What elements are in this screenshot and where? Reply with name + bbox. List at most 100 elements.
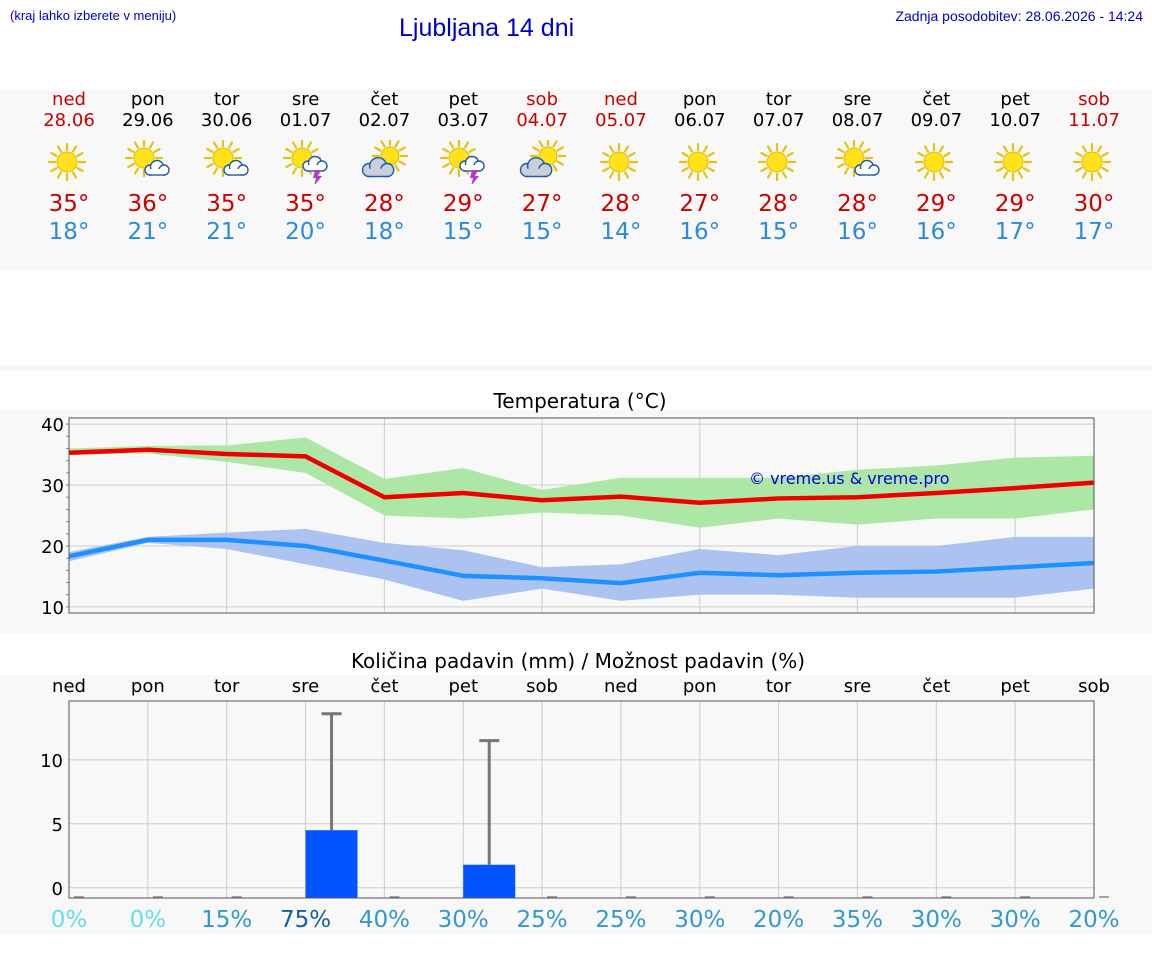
x-category-label: tor bbox=[214, 676, 240, 697]
sun-ray bbox=[212, 141, 218, 149]
sun-ray bbox=[449, 167, 455, 175]
min-temp-line bbox=[68, 537, 1095, 586]
day-name: tor bbox=[213, 89, 240, 110]
lightning-bolt bbox=[470, 170, 480, 184]
sun-ray bbox=[623, 145, 630, 153]
sun-ray bbox=[127, 147, 135, 154]
cloud-shape bbox=[301, 155, 328, 172]
day-column: ned 05.07 28° 14° bbox=[581, 90, 661, 246]
precipitation-probability: 0% bbox=[51, 907, 88, 933]
sun-ray bbox=[398, 160, 407, 166]
sun-ray bbox=[148, 141, 154, 149]
sun-ray bbox=[291, 167, 297, 175]
y-tick-label: 20 bbox=[41, 537, 64, 558]
day-date: 01.07 bbox=[279, 110, 332, 131]
y-tick-label: 10 bbox=[41, 598, 64, 619]
min-temperature: 15° bbox=[442, 219, 484, 245]
x-category-label: sob bbox=[1078, 676, 1110, 697]
sun-ray bbox=[858, 141, 864, 149]
sun-ray bbox=[687, 171, 693, 179]
max-temperature: 27° bbox=[521, 191, 563, 217]
sun-ray bbox=[133, 167, 139, 175]
sun-ray bbox=[394, 140, 400, 148]
sun-ray bbox=[785, 166, 794, 173]
sun-ray bbox=[1081, 171, 1088, 179]
sun-ray bbox=[556, 146, 564, 152]
x-category-label: tor bbox=[766, 676, 792, 697]
sun-shape bbox=[757, 142, 796, 182]
sun-disc bbox=[843, 147, 864, 169]
sun-ray bbox=[442, 147, 450, 154]
day-column: čet 02.07 28° 18° bbox=[344, 90, 424, 246]
sun-ray bbox=[843, 167, 849, 175]
precipitation-chart-title: Količina padavin (mm) / Možnost padavin … bbox=[351, 649, 805, 673]
sun-ray bbox=[702, 171, 708, 179]
precipitation-probability: 25% bbox=[595, 907, 646, 933]
sun-ray bbox=[532, 146, 540, 152]
sun-disc bbox=[1002, 151, 1024, 173]
precipitation-bar bbox=[305, 830, 358, 898]
day-date: 30.06 bbox=[200, 110, 253, 131]
sun-icon bbox=[678, 142, 717, 182]
sun-ray bbox=[56, 171, 63, 179]
day-date: 28.06 bbox=[43, 110, 95, 131]
day-name: pon bbox=[130, 89, 165, 110]
x-category-label: pon bbox=[683, 676, 717, 697]
max-temperature: 35° bbox=[48, 191, 90, 217]
max-temperature: 28° bbox=[758, 191, 800, 217]
plot-frame bbox=[68, 700, 1095, 899]
sun-ray bbox=[608, 145, 615, 153]
sun-ray bbox=[133, 141, 139, 149]
sun-icon bbox=[1072, 142, 1112, 182]
forecast-strip bbox=[0, 90, 1152, 270]
sun-ray bbox=[374, 146, 382, 152]
sun-ray bbox=[71, 171, 78, 179]
x-category-label: pet bbox=[1000, 676, 1030, 697]
temperature-chart-title: Temperatura (°C) bbox=[492, 389, 666, 413]
sun-ray bbox=[552, 164, 558, 172]
sun-ray bbox=[1003, 145, 1009, 153]
day-column: čet 09.07 29° 16° bbox=[896, 90, 976, 246]
sun-cloud-icon bbox=[834, 140, 880, 178]
precipitation-chart: Količina padavin (mm) / Možnost padavin … bbox=[40, 649, 1119, 933]
separator bbox=[0, 365, 1152, 371]
sun-ray bbox=[1101, 151, 1109, 158]
day-name: pon bbox=[682, 89, 717, 110]
sun-ray bbox=[759, 151, 768, 158]
max-temperature: 30° bbox=[1073, 191, 1115, 217]
sun-ray bbox=[1101, 166, 1109, 173]
sun-ray bbox=[71, 145, 78, 153]
max-temperature: 35° bbox=[206, 191, 248, 217]
min-temperature: 21° bbox=[127, 219, 169, 245]
sun-ray bbox=[924, 171, 930, 179]
sun-ray bbox=[939, 145, 945, 153]
sun-ray bbox=[996, 151, 1004, 158]
sun-ray bbox=[602, 151, 610, 158]
sun-ray bbox=[924, 145, 930, 153]
sun-ray bbox=[862, 147, 871, 154]
day-column: sre 08.07 28° 16° bbox=[818, 90, 898, 246]
min-temperature: 17° bbox=[994, 219, 1036, 245]
y-tick-label: 5 bbox=[52, 815, 63, 836]
precipitation-probability: 30% bbox=[911, 907, 962, 933]
y-tick-label: 10 bbox=[40, 751, 63, 772]
sun-ray bbox=[449, 141, 455, 149]
sun-ray bbox=[284, 162, 293, 169]
sun-thunderstorm-icon bbox=[440, 140, 485, 184]
sun-ray bbox=[702, 145, 708, 153]
sun-ray bbox=[917, 166, 926, 173]
y-tick-label: 30 bbox=[41, 476, 64, 497]
cloud-body bbox=[527, 168, 546, 177]
sun-icon bbox=[47, 142, 87, 182]
cloud-sun-icon bbox=[519, 140, 567, 178]
day-column: sob 04.07 27° 15° bbox=[502, 90, 582, 246]
sun-ray bbox=[943, 166, 952, 173]
min-temperature: 15° bbox=[521, 219, 563, 245]
sun-shape bbox=[47, 142, 87, 182]
max-temperature: 28° bbox=[364, 191, 405, 217]
sun-ray bbox=[1022, 151, 1030, 158]
sun-ray bbox=[205, 147, 214, 154]
day-date: 03.07 bbox=[437, 110, 490, 131]
sun-ray bbox=[687, 145, 693, 153]
x-category-label: ned bbox=[52, 676, 86, 697]
